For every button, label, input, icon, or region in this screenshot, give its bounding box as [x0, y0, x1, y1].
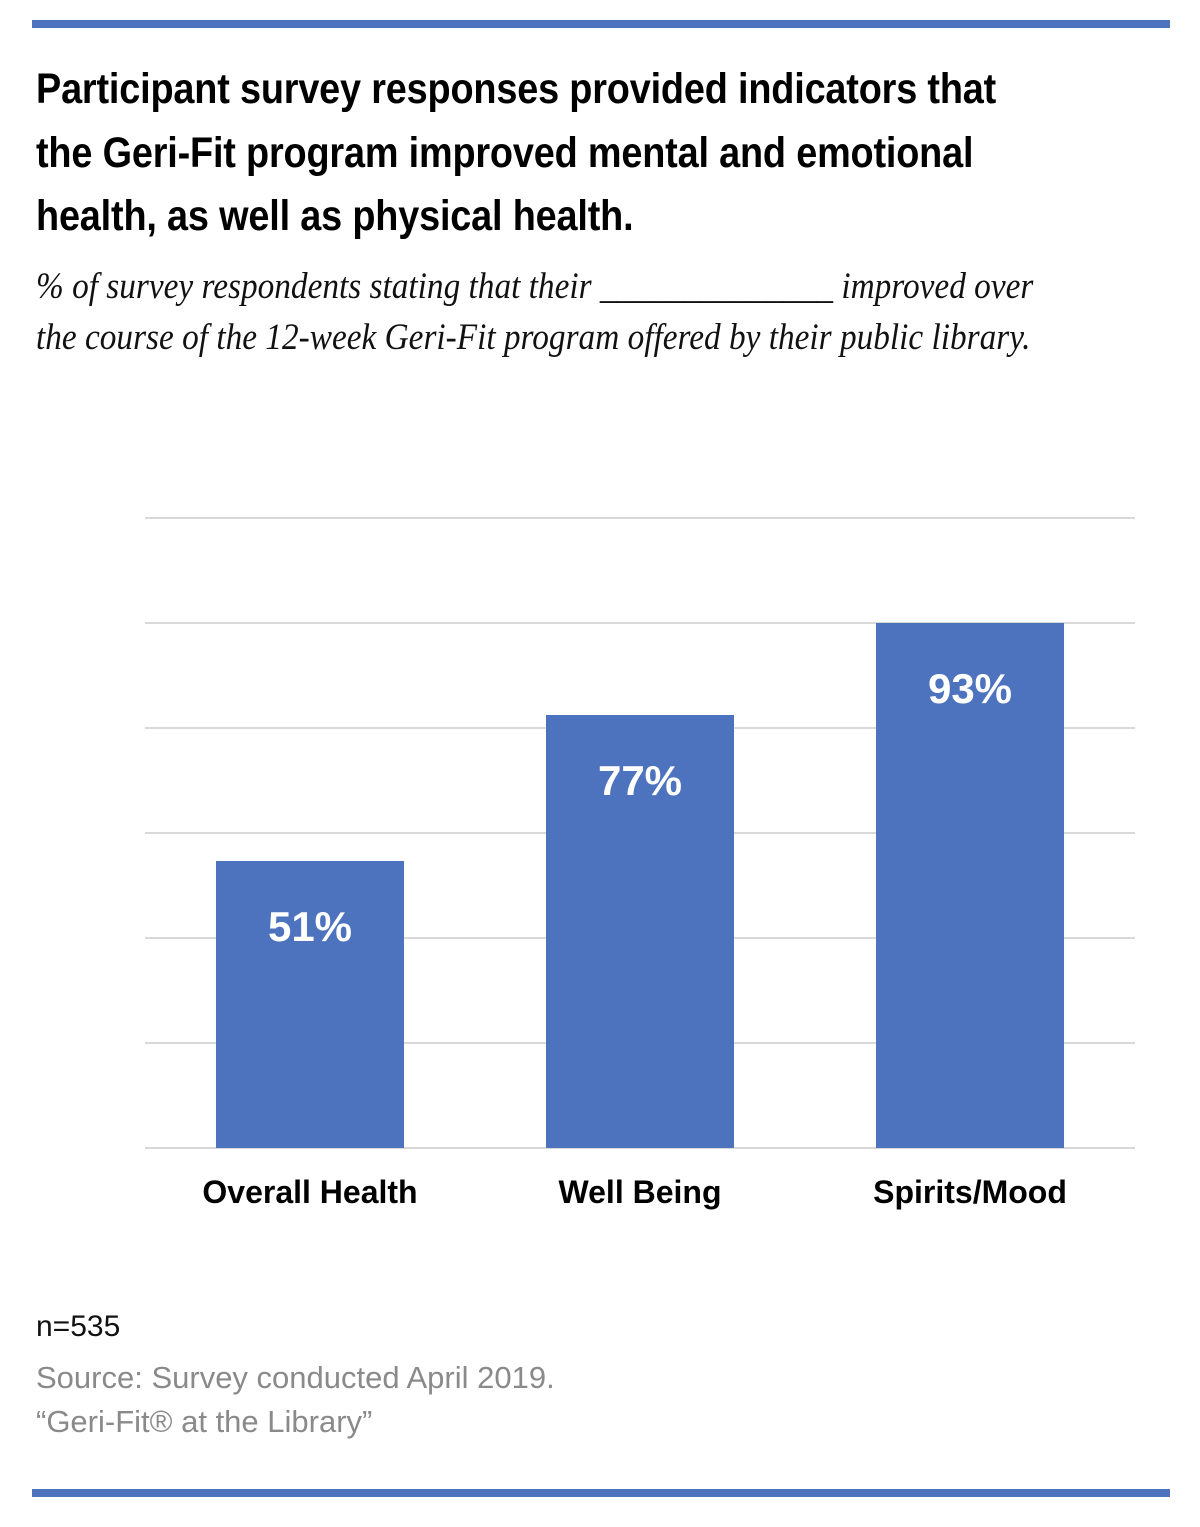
bottom-accent-rule	[32, 1489, 1170, 1497]
top-accent-rule	[32, 20, 1170, 28]
sample-size-note: n=535	[36, 1310, 121, 1343]
x-axis-category-label: Overall Health	[202, 1174, 418, 1210]
source-line-1: Source: Survey conducted April 2019.	[36, 1360, 555, 1395]
x-axis-category-label: Well Being	[558, 1174, 722, 1210]
bar[interactable]	[546, 715, 734, 1148]
x-axis-category-label: Spirits/Mood	[873, 1174, 1067, 1210]
bar[interactable]	[216, 861, 404, 1148]
source-line-2: “Geri-Fit® at the Library”	[36, 1404, 373, 1440]
chart-subtitle: % of survey respondents stating that the…	[36, 265, 1034, 358]
page-title: Participant survey responses provided in…	[36, 65, 997, 241]
header-block: Participant survey responses provided in…	[36, 58, 1168, 363]
gridline	[145, 517, 1135, 519]
bar[interactable]	[876, 623, 1064, 1148]
footer-block: n=535 Source: Survey conducted April 201…	[36, 1312, 1036, 1444]
